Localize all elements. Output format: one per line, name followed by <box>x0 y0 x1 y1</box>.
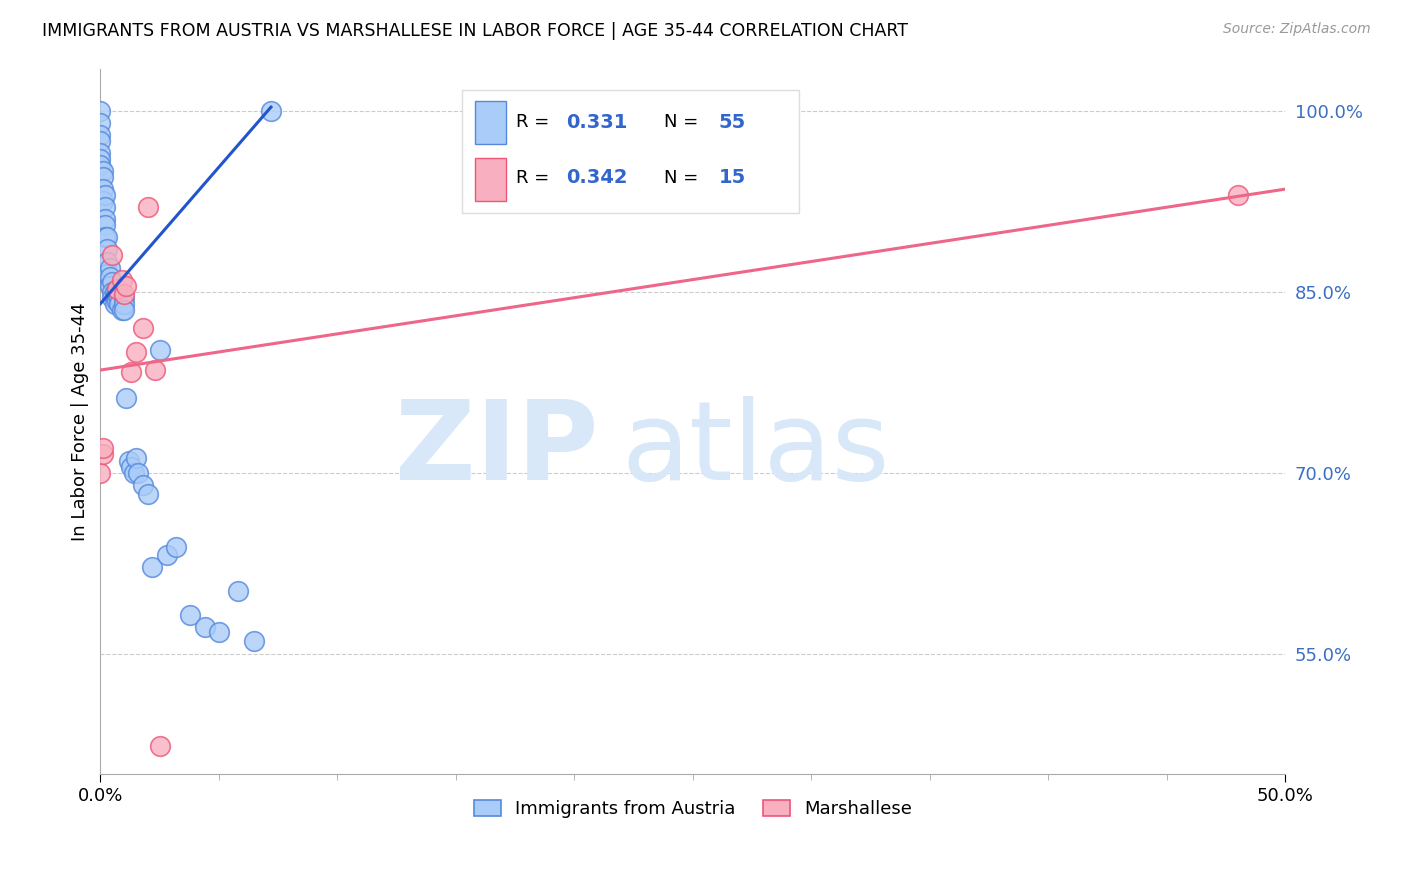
Point <box>118 453 141 467</box>
Point <box>115 278 138 293</box>
Point <box>94 230 117 244</box>
Point <box>103 291 125 305</box>
Point <box>103 285 125 299</box>
Point <box>94 212 117 227</box>
Point <box>91 442 114 456</box>
Point <box>89 466 111 480</box>
Point <box>179 607 201 622</box>
Legend: Immigrants from Austria, Marshallese: Immigrants from Austria, Marshallese <box>467 792 920 825</box>
Point <box>226 583 249 598</box>
Point <box>132 477 155 491</box>
Point <box>89 158 111 172</box>
Point <box>120 459 142 474</box>
Point <box>112 287 135 301</box>
Point <box>91 194 114 209</box>
Point <box>89 103 111 118</box>
Point <box>132 321 155 335</box>
Point <box>143 363 166 377</box>
Point <box>115 391 138 405</box>
Point <box>112 296 135 310</box>
Point <box>101 285 124 299</box>
Point <box>89 134 111 148</box>
Point <box>96 243 118 257</box>
Point <box>105 287 128 301</box>
Point <box>96 254 118 268</box>
Point <box>1226 188 1249 202</box>
Point <box>111 302 134 317</box>
Point <box>136 487 159 501</box>
Text: atlas: atlas <box>621 396 890 503</box>
Point <box>89 145 111 160</box>
Point <box>96 230 118 244</box>
Point <box>208 624 231 639</box>
Point <box>260 103 283 118</box>
Point <box>101 248 124 262</box>
Point <box>105 282 128 296</box>
Text: IMMIGRANTS FROM AUSTRIA VS MARSHALLESE IN LABOR FORCE | AGE 35-44 CORRELATION CH: IMMIGRANTS FROM AUSTRIA VS MARSHALLESE I… <box>42 22 908 40</box>
Point <box>91 164 114 178</box>
Point <box>120 366 142 380</box>
Point <box>98 260 121 275</box>
Point <box>89 152 111 166</box>
Point <box>165 541 187 555</box>
Point <box>156 548 179 562</box>
Point <box>112 291 135 305</box>
Point <box>89 128 111 142</box>
Point <box>96 267 118 281</box>
Point <box>125 451 148 466</box>
Point <box>136 200 159 214</box>
Point <box>149 739 172 754</box>
Point <box>94 188 117 202</box>
Text: Source: ZipAtlas.com: Source: ZipAtlas.com <box>1223 22 1371 37</box>
Point <box>94 200 117 214</box>
Point <box>125 345 148 359</box>
Point <box>108 291 131 305</box>
Point <box>91 182 114 196</box>
Text: ZIP: ZIP <box>395 396 598 503</box>
Y-axis label: In Labor Force | Age 35-44: In Labor Force | Age 35-44 <box>72 302 89 541</box>
Point <box>111 272 134 286</box>
Point <box>89 116 111 130</box>
Point <box>98 270 121 285</box>
Point <box>101 291 124 305</box>
Point <box>127 466 149 480</box>
Point <box>243 634 266 648</box>
Point <box>108 296 131 310</box>
Point <box>105 294 128 309</box>
Point <box>98 278 121 293</box>
Point <box>91 170 114 185</box>
Point <box>122 466 145 480</box>
Point <box>149 343 172 357</box>
Point <box>91 448 114 462</box>
Point <box>112 302 135 317</box>
Point <box>103 296 125 310</box>
Point <box>194 620 217 634</box>
Point <box>141 559 163 574</box>
Point <box>101 275 124 289</box>
Point <box>94 219 117 233</box>
